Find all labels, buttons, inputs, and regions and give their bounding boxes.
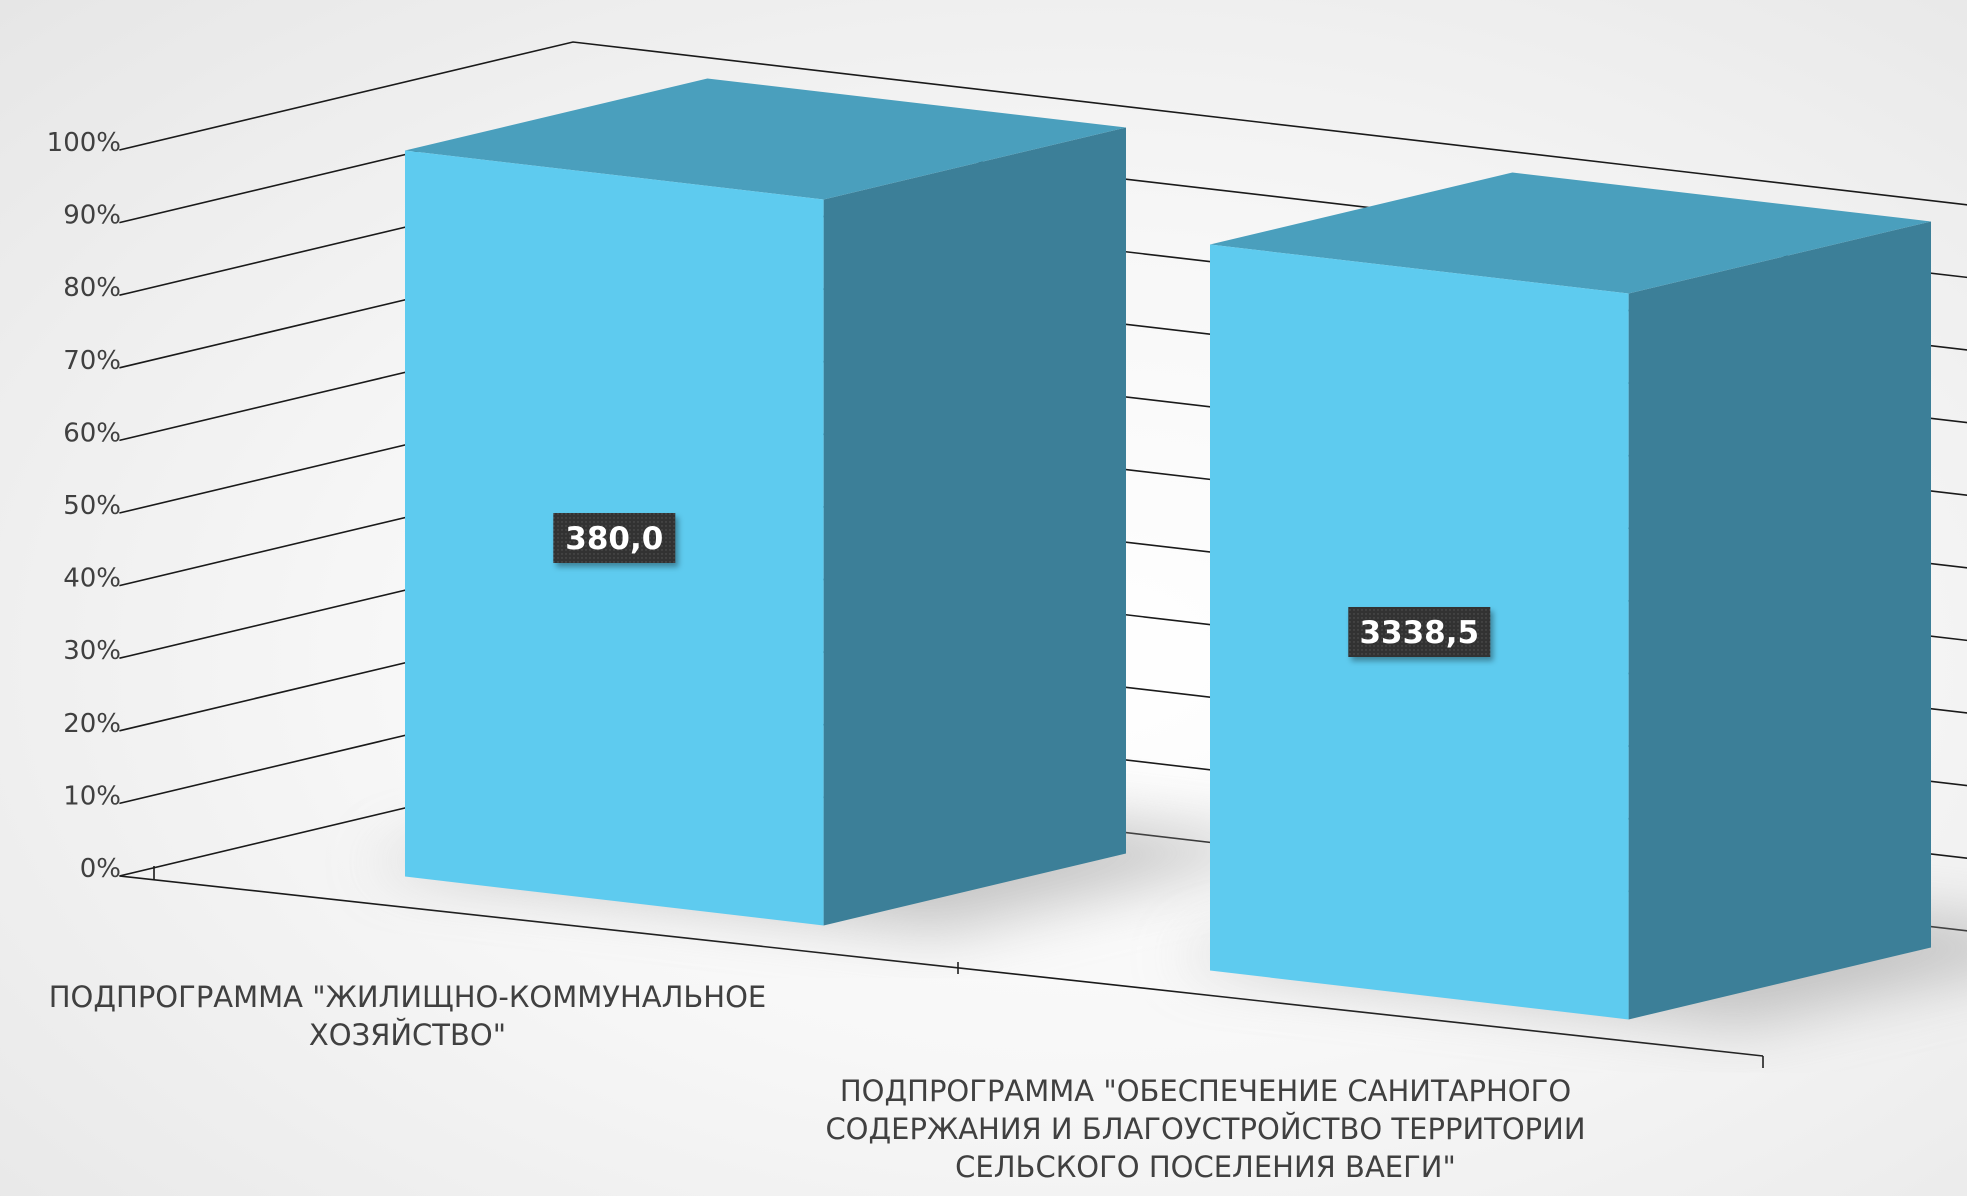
category-label: ПОДПРОГРАММА "ОБЕСПЕЧЕНИЕ САНИТАРНОГО СОД… <box>825 1074 1585 1184</box>
data-label-bg <box>1348 607 1491 657</box>
bar-1 <box>405 78 1126 926</box>
bar-top-face <box>1210 172 1931 294</box>
y-tick-label: 10% <box>63 781 121 811</box>
y-tick-label: 100% <box>47 128 121 158</box>
y-tick-label: 20% <box>63 709 121 739</box>
data-label: 380,0 <box>553 513 676 563</box>
y-tick-label: 80% <box>63 273 121 303</box>
y-tick-label: 90% <box>63 201 121 231</box>
bar-side-face <box>1628 221 1931 1020</box>
y-tick-label: 30% <box>63 636 121 666</box>
category-label: ПОДПРОГРАММА "ЖИЛИЩНО-КОММУНАЛЬНОЕ ХОЗЯЙС… <box>49 980 767 1052</box>
x-axis-line <box>119 875 1764 1057</box>
y-tick-label: 40% <box>63 564 121 594</box>
bar-side-face <box>823 127 1126 926</box>
y-axis-ticks: 0% 10% 20% 30% 40% 50% 60% 70% 80% 90% 100% <box>47 128 121 884</box>
y-tick-label: 50% <box>63 491 121 521</box>
x-axis-categories: ПОДПРОГРАММА "ЖИЛИЩНО-КОММУНАЛЬНОЕ ХОЗЯЙС… <box>49 980 1586 1184</box>
y-tick-label: 0% <box>80 854 121 884</box>
bar-top-face <box>405 78 1126 200</box>
data-label: 3338,5 <box>1348 607 1491 657</box>
bars <box>405 78 1931 1020</box>
data-labels: 380,0 3338,5 <box>553 513 1491 657</box>
bar-2 <box>1210 172 1931 1020</box>
y-tick-label: 70% <box>63 346 121 376</box>
data-label-text: 3338,5 <box>1359 615 1479 651</box>
data-label-bg <box>553 513 676 563</box>
gridline <box>119 41 1967 206</box>
axes <box>119 866 1764 1068</box>
y-tick-label: 60% <box>63 418 121 448</box>
data-label-text: 380,0 <box>565 521 663 557</box>
